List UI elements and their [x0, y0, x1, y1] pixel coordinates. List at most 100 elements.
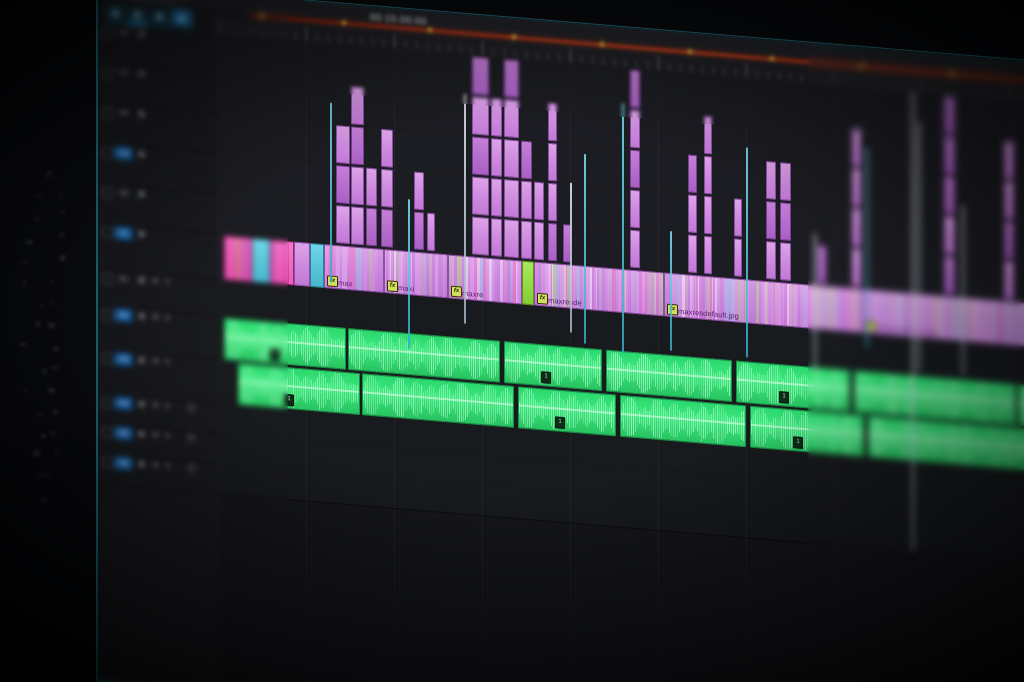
- video-clip[interactable]: [414, 211, 424, 251]
- video-clip[interactable]: [504, 219, 519, 259]
- track-output-icon[interactable]: ◉: [136, 310, 147, 323]
- mute-button-a3[interactable]: M: [152, 357, 159, 366]
- video-clip[interactable]: [472, 56, 489, 96]
- video-clip[interactable]: [504, 179, 519, 219]
- solo-button-a1[interactable]: S: [165, 278, 170, 287]
- video-clip[interactable]: [630, 189, 640, 229]
- video-clip[interactable]: [548, 142, 557, 182]
- video-clip[interactable]: [224, 235, 252, 283]
- video-clip[interactable]: fx max: [324, 244, 384, 294]
- lock-icon[interactable]: [102, 426, 113, 439]
- video-clip[interactable]: [504, 59, 519, 99]
- video-clip[interactable]: [1004, 180, 1014, 220]
- voice-over-record-icon[interactable]: ⚐: [186, 402, 197, 415]
- video-clip[interactable]: [704, 115, 712, 155]
- video-clip[interactable]: [534, 221, 544, 261]
- track-output-icon[interactable]: ◉: [136, 398, 147, 411]
- video-clip[interactable]: [766, 160, 776, 200]
- video-clip[interactable]: [548, 182, 557, 222]
- video-clip[interactable]: [472, 136, 489, 176]
- track-name-a2[interactable]: A2: [115, 308, 132, 323]
- track-name-a3[interactable]: A3: [115, 352, 132, 367]
- track-output-icon[interactable]: ◉: [136, 274, 147, 287]
- playhead[interactable]: [912, 91, 914, 552]
- solo-button-a5[interactable]: S: [165, 432, 170, 441]
- video-clip[interactable]: [630, 229, 640, 269]
- video-clip[interactable]: [704, 235, 712, 275]
- lock-icon[interactable]: [102, 352, 113, 365]
- video-clip[interactable]: [630, 69, 640, 109]
- video-clip[interactable]: [521, 140, 532, 180]
- track-name-v6[interactable]: V6: [118, 27, 129, 38]
- video-clip[interactable]: [766, 200, 776, 240]
- lock-icon[interactable]: [102, 106, 113, 119]
- track-name-a4[interactable]: A4: [115, 396, 132, 411]
- panel-menu-icon[interactable]: ≡: [182, 0, 187, 4]
- video-clip[interactable]: [351, 126, 364, 166]
- video-clip[interactable]: fx maxi: [384, 249, 448, 299]
- video-clip[interactable]: [630, 149, 640, 189]
- video-clip[interactable]: [521, 180, 532, 220]
- video-clip[interactable]: [944, 255, 955, 295]
- video-clip[interactable]: [351, 86, 364, 126]
- video-clip[interactable]: [351, 166, 364, 206]
- video-clip[interactable]: [780, 202, 791, 242]
- video-clip[interactable]: [734, 198, 742, 237]
- track-output-icon[interactable]: ◉: [136, 458, 147, 471]
- video-clip[interactable]: [472, 216, 489, 256]
- video-clip[interactable]: [548, 222, 557, 262]
- track-name-a1[interactable]: A1: [118, 273, 129, 284]
- track-name-v2[interactable]: V2: [118, 187, 129, 198]
- lock-icon[interactable]: [102, 396, 113, 409]
- video-clip[interactable]: [366, 167, 377, 207]
- video-clip[interactable]: [852, 208, 861, 247]
- video-clip[interactable]: [944, 175, 955, 215]
- mute-button-a5[interactable]: M: [152, 431, 159, 440]
- video-clip[interactable]: [704, 195, 712, 235]
- mute-button-a1[interactable]: M: [152, 277, 159, 286]
- video-clip[interactable]: [818, 245, 826, 284]
- video-clip[interactable]: [472, 176, 489, 216]
- audio-clip[interactable]: 1: [504, 341, 602, 392]
- video-clip[interactable]: [366, 207, 377, 247]
- track-visibility-icon[interactable]: ◉: [136, 28, 147, 41]
- lock-icon[interactable]: [102, 26, 113, 39]
- lock-icon[interactable]: [102, 272, 113, 285]
- mute-button-a2[interactable]: M: [152, 313, 159, 322]
- video-clip[interactable]: [336, 165, 350, 205]
- track-header-column[interactable]: V6 ◉ V5 ◉ V4 ◉ V3 ◉ V2 ◉ V1 ◉ A1 ◉ M S A2 ◉ M S A3 ◉ M S A4 ◉ M S ⚐ A…: [98, 23, 219, 682]
- video-clip[interactable]: [491, 217, 502, 257]
- track-visibility-icon[interactable]: ◉: [136, 108, 147, 121]
- video-clip[interactable]: [381, 208, 393, 248]
- track-name-v3[interactable]: V3: [115, 146, 132, 161]
- solo-button-a2[interactable]: S: [165, 314, 170, 323]
- solo-button-a6[interactable]: S: [165, 462, 170, 471]
- video-clip[interactable]: [852, 248, 861, 287]
- lock-icon[interactable]: [102, 186, 113, 199]
- solo-button-a3[interactable]: S: [165, 358, 170, 367]
- video-clip[interactable]: [780, 242, 791, 282]
- video-clip[interactable]: [944, 95, 955, 135]
- video-clip[interactable]: [1004, 260, 1014, 300]
- voice-over-record-icon[interactable]: ⚐: [186, 432, 197, 445]
- track-visibility-icon[interactable]: ◉: [136, 188, 147, 201]
- track-name-a5[interactable]: A5: [115, 426, 132, 441]
- video-clip[interactable]: [491, 137, 502, 177]
- video-clip[interactable]: [252, 238, 270, 284]
- lock-icon[interactable]: [102, 146, 113, 159]
- track-output-icon[interactable]: ◉: [136, 354, 147, 367]
- track-name-a6[interactable]: A6: [115, 456, 132, 471]
- video-clip[interactable]: [630, 109, 640, 149]
- video-clip[interactable]: [491, 97, 502, 137]
- video-clip[interactable]: [504, 99, 519, 139]
- video-clip[interactable]: [852, 128, 861, 167]
- video-clip[interactable]: [688, 154, 697, 194]
- track-visibility-icon[interactable]: ◉: [136, 228, 147, 241]
- video-clip[interactable]: [491, 177, 502, 217]
- audio-clip[interactable]: 1: [518, 386, 616, 437]
- video-clip[interactable]: [944, 215, 955, 255]
- video-clip[interactable]: [504, 139, 519, 179]
- track-output-icon[interactable]: ◉: [136, 428, 147, 441]
- video-clip[interactable]: [944, 135, 955, 175]
- track-visibility-icon[interactable]: ◉: [136, 68, 147, 81]
